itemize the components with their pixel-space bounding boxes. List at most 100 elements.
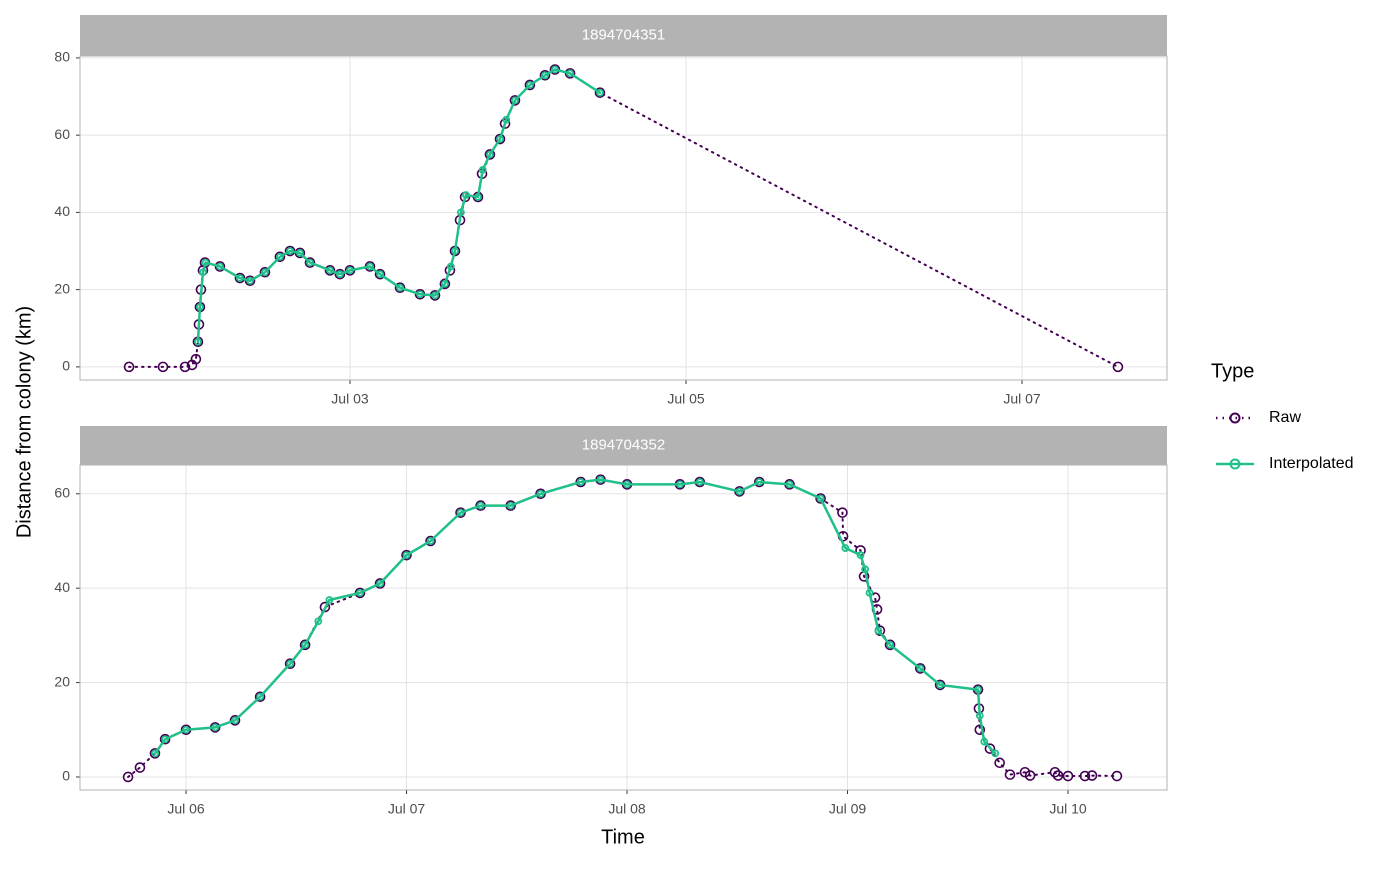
point (149, 748, 161, 759)
point (506, 501, 515, 510)
y-tick-label: 40 (54, 579, 70, 595)
point (161, 735, 170, 744)
point (274, 251, 286, 263)
y-tick-label: 0 (62, 358, 70, 374)
point (1079, 770, 1091, 782)
point (861, 565, 870, 574)
point (401, 549, 412, 561)
point (286, 247, 294, 255)
point (284, 658, 296, 670)
point (425, 535, 436, 547)
legend-marker (1229, 458, 1241, 470)
point (366, 262, 374, 271)
point (456, 208, 465, 217)
strip-title: 1894704351 (582, 26, 665, 43)
legend-label: Raw (1269, 409, 1301, 426)
point (856, 551, 865, 560)
point (865, 589, 874, 597)
x-tick-label: Jul 09 (829, 801, 867, 817)
point (502, 115, 511, 124)
point (319, 601, 331, 613)
point (816, 494, 825, 503)
x-tick-label: Jul 03 (331, 391, 369, 407)
legend-title: Type (1211, 360, 1254, 382)
point (886, 640, 894, 649)
point (994, 757, 1005, 769)
point (246, 276, 254, 285)
point (884, 639, 896, 651)
point (416, 290, 424, 299)
point (1062, 770, 1074, 782)
point (123, 361, 135, 373)
point (194, 337, 202, 346)
point (376, 270, 384, 279)
x-tick-label: Jul 10 (1049, 801, 1087, 817)
point (576, 478, 585, 486)
point (336, 270, 344, 279)
point (1052, 770, 1064, 781)
point (1086, 770, 1098, 781)
legend-marker (1229, 412, 1241, 424)
point (476, 501, 485, 510)
point (196, 303, 204, 311)
point (254, 691, 266, 703)
point (304, 257, 316, 268)
y-tick-label: 20 (54, 673, 70, 689)
x-tick-label: Jul 06 (167, 801, 205, 817)
x-tick-label: Jul 07 (388, 801, 426, 817)
point (157, 361, 169, 373)
point (539, 70, 551, 81)
point (974, 724, 986, 736)
point (446, 262, 455, 271)
panel-border (79, 55, 1168, 381)
y-tick-label: 0 (62, 768, 70, 784)
y-tick-label: 20 (54, 280, 70, 296)
point (296, 249, 304, 257)
point (134, 762, 146, 773)
point (462, 191, 470, 199)
point (484, 149, 496, 160)
y-axis-label: Distance from colony (km) (13, 306, 35, 538)
point (916, 664, 925, 673)
point (499, 118, 511, 129)
point (735, 487, 744, 496)
point (122, 771, 134, 783)
point (975, 711, 984, 720)
point (276, 252, 284, 261)
point (596, 475, 605, 484)
point (402, 551, 411, 560)
point (159, 733, 171, 745)
x-axis-label: Time (601, 826, 645, 848)
point (356, 589, 364, 597)
point (182, 725, 190, 734)
y-tick-label: 80 (54, 49, 70, 65)
point (478, 166, 487, 174)
point (455, 507, 466, 518)
point (229, 715, 241, 726)
point (439, 278, 451, 290)
point (201, 258, 210, 267)
point (151, 749, 160, 758)
point (526, 81, 534, 89)
point (496, 135, 504, 143)
point (190, 353, 202, 365)
point (286, 659, 295, 668)
point (394, 282, 406, 294)
point (676, 480, 684, 489)
point (1004, 769, 1016, 780)
point (1112, 361, 1124, 373)
point (509, 95, 521, 106)
point (1049, 766, 1061, 778)
point (376, 579, 384, 588)
point (486, 150, 494, 159)
point (261, 268, 269, 277)
point (551, 65, 559, 74)
point (596, 88, 604, 97)
point (231, 716, 239, 725)
point (536, 489, 545, 498)
point (535, 488, 546, 500)
point (314, 617, 323, 626)
point (346, 266, 354, 275)
point (991, 749, 1000, 758)
